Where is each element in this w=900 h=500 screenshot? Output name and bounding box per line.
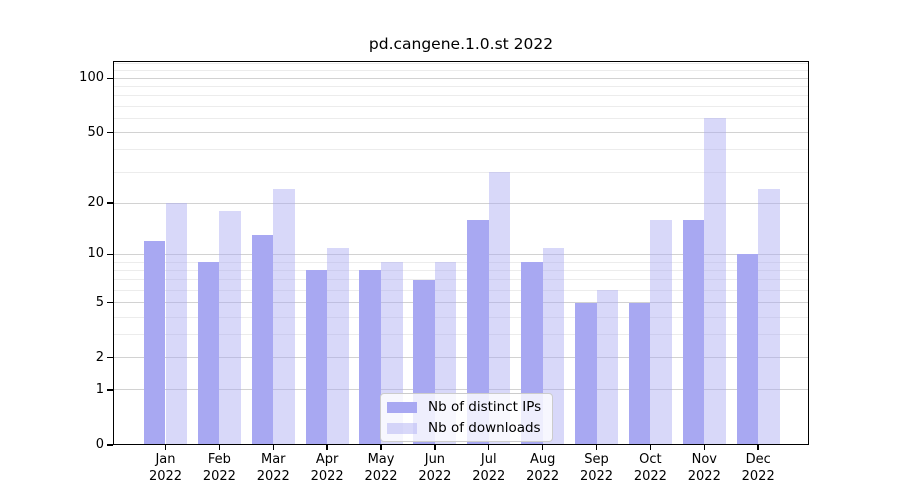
bar-distinct-ips-apr xyxy=(305,270,328,445)
bar-downloads-feb xyxy=(219,210,241,445)
legend-entry-distinct-ips: Nb of distinct IPs xyxy=(387,399,541,415)
y-tick-label: 1 xyxy=(95,381,104,397)
y-tick-mark xyxy=(107,202,113,204)
minor-gridline xyxy=(113,171,809,173)
x-tick-label: Dec 2022 xyxy=(741,452,775,484)
bar-distinct-ips-jan xyxy=(143,241,166,445)
major-gridline xyxy=(113,202,809,204)
x-tick-mark xyxy=(380,445,382,450)
minor-gridline xyxy=(113,149,809,151)
x-tick-label: May 2022 xyxy=(364,452,398,484)
y-tick-label: 100 xyxy=(79,70,104,86)
x-tick-mark xyxy=(595,445,598,450)
major-gridline xyxy=(113,132,809,133)
x-tick-label: Aug 2022 xyxy=(526,452,560,484)
x-tick-mark xyxy=(272,445,274,450)
bar-downloads-sep xyxy=(596,290,619,445)
legend-swatch-downloads xyxy=(387,422,417,434)
minor-gridline xyxy=(113,95,809,97)
bar-downloads-apr xyxy=(327,247,349,445)
x-tick-mark xyxy=(703,445,705,450)
x-tick-label: Apr 2022 xyxy=(310,452,344,484)
y-tick-mark xyxy=(107,77,113,79)
x-tick-mark xyxy=(164,445,167,450)
minor-gridline xyxy=(113,269,809,271)
x-tick-label: Oct 2022 xyxy=(633,452,667,484)
minor-gridline xyxy=(113,63,809,65)
bar-distinct-ips-nov xyxy=(682,219,705,445)
x-tick-mark xyxy=(649,445,652,450)
y-tick-mark xyxy=(107,253,113,256)
major-gridline xyxy=(113,302,809,304)
y-tick-label: 20 xyxy=(87,195,104,211)
bar-downloads-oct xyxy=(650,219,672,445)
y-tick-label: 0 xyxy=(95,437,104,452)
legend-entry-downloads: Nb of downloads xyxy=(387,420,541,436)
y-tick-mark xyxy=(107,356,113,359)
x-tick-label: Mar 2022 xyxy=(256,452,290,484)
x-tick-mark xyxy=(434,445,436,450)
minor-gridline xyxy=(113,105,809,107)
y-tick-mark xyxy=(107,131,113,134)
major-gridline xyxy=(113,77,809,79)
x-tick-label: Feb 2022 xyxy=(202,452,236,484)
y-tick-label: 50 xyxy=(87,124,104,140)
legend-swatch-distinct-ips xyxy=(387,401,417,413)
bar-downloads-jul xyxy=(488,172,511,445)
y-tick-mark xyxy=(107,389,113,391)
minor-gridline xyxy=(113,279,809,281)
bar-distinct-ips-may xyxy=(359,270,381,445)
y-tick-label: 2 xyxy=(95,349,104,365)
x-tick-label: Sep 2022 xyxy=(579,452,614,484)
x-tick-mark xyxy=(326,445,328,450)
minor-gridline xyxy=(113,70,809,72)
bar-downloads-nov xyxy=(704,118,726,445)
bar-downloads-dec xyxy=(758,189,780,445)
major-gridline xyxy=(113,253,809,255)
x-tick-label: Jun 2022 xyxy=(418,452,452,484)
legend: Nb of distinct IPs Nb of downloads xyxy=(380,393,554,442)
bar-downloads-jan xyxy=(165,203,188,445)
y-tick-mark xyxy=(107,301,113,304)
x-tick-mark xyxy=(218,445,221,450)
bar-distinct-ips-mar xyxy=(251,235,274,445)
chart-title: pd.cangene.1.0.st 2022 xyxy=(368,35,554,53)
x-tick-label: Jan 2022 xyxy=(148,452,183,484)
plot-area xyxy=(113,61,809,445)
minor-gridline xyxy=(113,117,809,119)
bar-downloads-mar xyxy=(273,189,295,445)
minor-gridline xyxy=(113,261,809,263)
minor-gridline xyxy=(113,316,809,318)
legend-label-distinct-ips: Nb of distinct IPs xyxy=(428,399,542,415)
y-tick-label: 10 xyxy=(87,246,104,262)
bar-distinct-ips-oct xyxy=(628,302,651,445)
x-tick-mark xyxy=(757,445,759,450)
y-tick-mark xyxy=(107,444,113,446)
x-tick-label: Jul 2022 xyxy=(472,452,506,484)
bar-distinct-ips-jul xyxy=(467,219,489,445)
legend-label-downloads: Nb of downloads xyxy=(428,420,541,436)
x-tick-mark xyxy=(541,445,544,450)
major-gridline xyxy=(113,357,809,359)
y-tick-label: 5 xyxy=(95,294,104,310)
bar-distinct-ips-feb xyxy=(197,262,220,445)
x-tick-mark xyxy=(488,445,490,450)
x-tick-label: Nov 2022 xyxy=(687,452,721,484)
major-gridline xyxy=(113,389,809,391)
minor-gridline xyxy=(113,334,809,336)
minor-gridline xyxy=(113,85,809,87)
minor-gridline xyxy=(113,289,809,291)
bar-distinct-ips-sep xyxy=(574,302,597,445)
bar-distinct-ips-dec xyxy=(736,254,759,445)
